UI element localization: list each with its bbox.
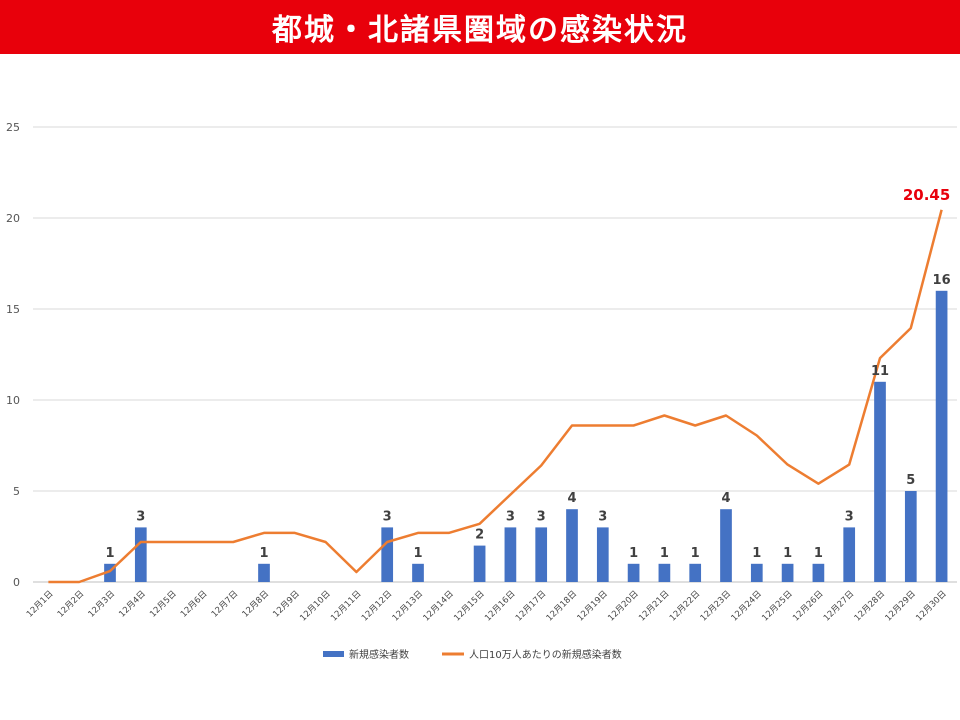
x-tick-label: 12月23日 [699, 589, 733, 623]
y-tick-label: 0 [13, 576, 20, 589]
bar [843, 527, 856, 582]
bar [535, 527, 548, 582]
x-tick-label: 12月21日 [637, 589, 671, 623]
bar-value-label: 3 [845, 509, 854, 524]
bar-value-label: 11 [871, 364, 889, 379]
x-tick-label: 12月6日 [179, 589, 210, 620]
bar [874, 381, 886, 582]
y-axis: 0 5 10 15 20 25 [6, 121, 20, 589]
gridlines [33, 126, 957, 583]
x-tick-label: 12月29日 [884, 589, 918, 623]
title-banner: 都城・北諸県圏域の感染状況 [0, 0, 960, 54]
bar [412, 563, 424, 582]
bar-value-label: 1 [413, 546, 422, 561]
x-tick-label: 12月16日 [483, 589, 517, 623]
x-tick-label: 12月18日 [545, 589, 579, 623]
y-tick-label: 15 [6, 303, 20, 316]
x-tick-label: 12月25日 [760, 589, 794, 623]
x-tick-label: 12月13日 [391, 589, 425, 623]
bar [781, 563, 794, 582]
bar-value-label: 1 [660, 546, 669, 561]
line-series [48, 209, 943, 584]
bar [904, 491, 917, 582]
x-tick-label: 12月12日 [360, 589, 394, 623]
bar [935, 290, 948, 582]
x-tick-label: 12月5日 [148, 589, 179, 620]
bar [750, 563, 763, 582]
bar [627, 563, 640, 582]
x-tick-label: 12月27日 [822, 589, 856, 623]
bar [134, 527, 147, 582]
bar-value-label: 1 [814, 546, 823, 561]
bar-value-label: 3 [537, 509, 546, 524]
x-tick-label: 12月2日 [56, 589, 87, 620]
x-tick-label: 12月28日 [853, 589, 887, 623]
legend-bar-label: 新規感染者数 [349, 648, 409, 661]
bar-value-label: 4 [721, 491, 730, 506]
bar [596, 527, 609, 582]
bar-value-label: 1 [783, 546, 792, 561]
x-axis: 12月1日 12月2日 12月3日 12月4日 12月5日 12月6日 12月7日 12月8日… [25, 589, 949, 623]
peak-label: 20.45 [903, 186, 950, 204]
bar-value-label: 1 [691, 546, 700, 561]
bar [566, 509, 578, 582]
x-tick-label: 12月1日 [25, 589, 56, 620]
page-title: 都城・北諸県圏域の感染状況 [272, 13, 688, 48]
x-tick-label: 12月30日 [914, 589, 948, 623]
y-tick-label: 20 [6, 212, 20, 225]
legend-line-label: 人口10万人あたりの新規感染者数 [469, 648, 622, 661]
bar [504, 527, 517, 582]
bar-value-label: 2 [475, 528, 484, 543]
bar [381, 527, 394, 582]
bar-value-label: 4 [567, 491, 576, 506]
bar-value-label: 16 [933, 273, 951, 288]
bar [104, 563, 116, 582]
bar [689, 563, 702, 582]
bar-value-label: 1 [629, 546, 638, 561]
bar [720, 509, 732, 582]
bar-value-label: 3 [136, 509, 145, 524]
x-tick-label: 12月20日 [606, 589, 640, 623]
x-tick-label: 12月17日 [514, 589, 548, 623]
y-tick-label: 10 [6, 394, 20, 407]
bar-value-label: 3 [598, 509, 607, 524]
x-tick-label: 12月10日 [298, 589, 332, 623]
bar-value-label: 5 [906, 473, 915, 488]
bar-value-label: 1 [259, 546, 268, 561]
bar-value-label: 3 [506, 509, 515, 524]
x-tick-label: 12月8日 [241, 589, 272, 620]
bar-value-label: 1 [752, 546, 761, 561]
x-tick-label: 12月15日 [452, 589, 486, 623]
x-tick-label: 12月9日 [271, 589, 302, 620]
bar-value-label: 1 [105, 546, 114, 561]
x-tick-label: 12月11日 [329, 589, 363, 623]
x-tick-label: 12月3日 [87, 589, 118, 620]
x-tick-label: 12月14日 [422, 589, 456, 623]
x-tick-label: 12月22日 [668, 589, 702, 623]
legend: 新規感染者数 人口10万人あたりの新規感染者数 [323, 648, 622, 661]
bar [473, 545, 486, 582]
y-tick-label: 25 [6, 121, 20, 134]
y-tick-label: 5 [13, 485, 20, 498]
x-tick-label: 12月19日 [576, 589, 610, 623]
bar [658, 563, 671, 582]
x-tick-label: 12月7日 [210, 589, 241, 620]
bar-value-label: 3 [383, 509, 392, 524]
legend-bar-swatch [323, 651, 344, 657]
x-tick-label: 12月26日 [791, 589, 825, 623]
bar [258, 563, 270, 582]
bar-series [104, 290, 948, 582]
bar [812, 563, 825, 582]
x-tick-label: 12月4日 [117, 589, 148, 620]
x-tick-label: 12月24日 [730, 589, 764, 623]
